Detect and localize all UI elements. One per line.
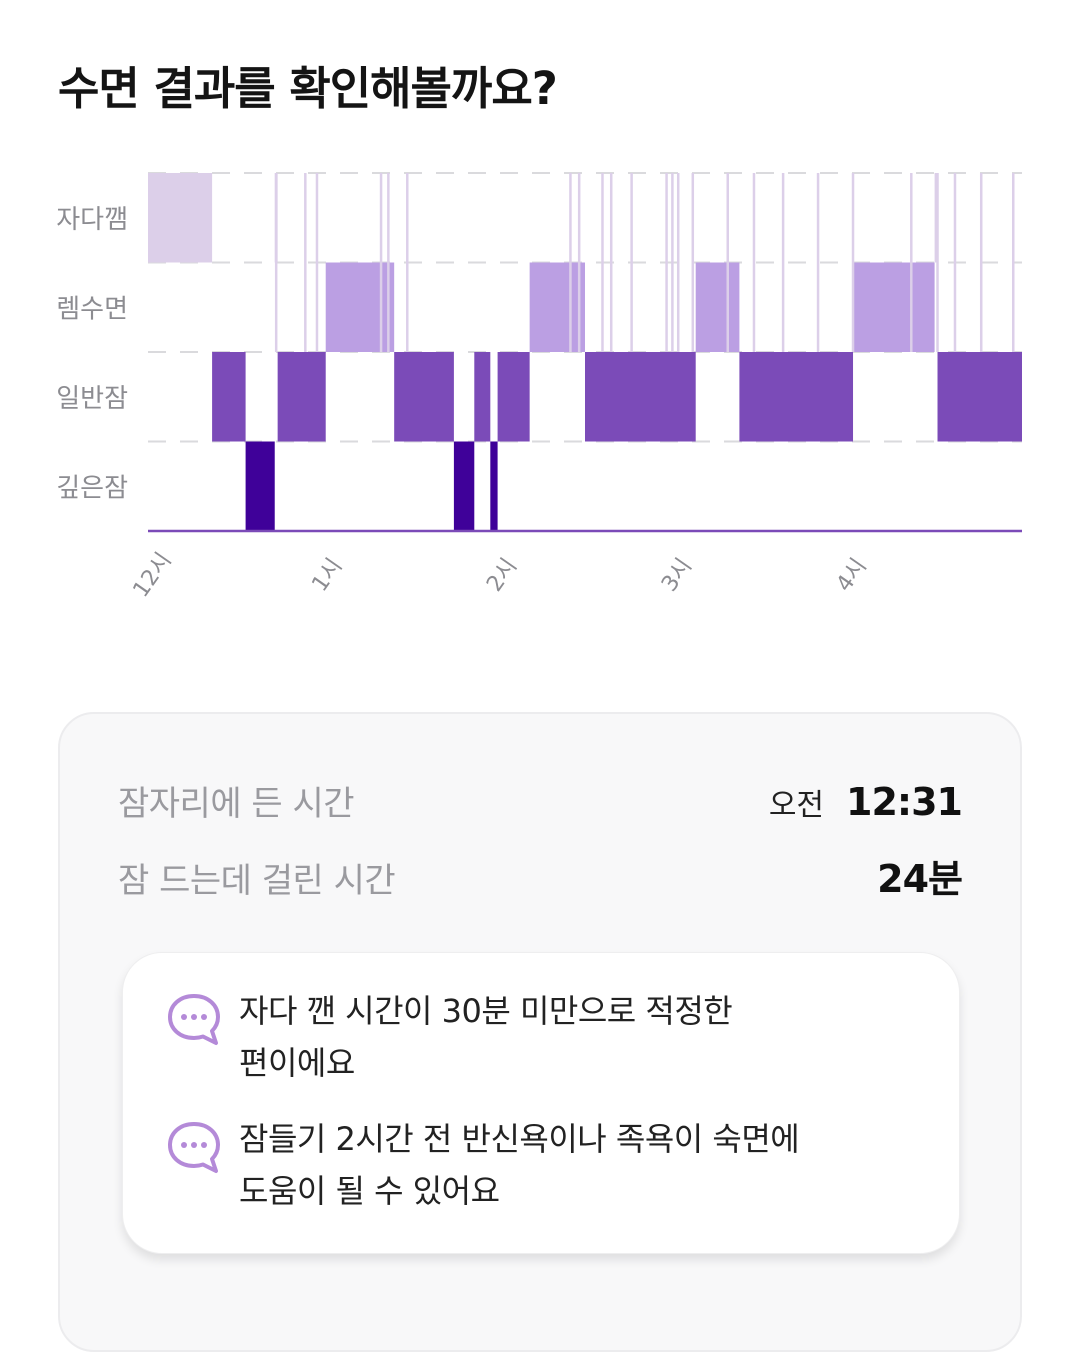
chart-awake-blips xyxy=(274,173,1015,352)
bedtime-ampm: 오전 xyxy=(768,788,825,823)
latency-value: 24분 xyxy=(877,857,963,901)
chat-bubble-icon xyxy=(168,1122,220,1173)
sleep-summary-card: 잠자리에 든 시간 오전 12:31 잠 드는데 걸린 시간 24분 자다 깬 … xyxy=(58,712,1022,1352)
stage-bar xyxy=(453,441,475,531)
stage-bar xyxy=(245,441,275,531)
tip-text: 잠들기 2시간 전 반신욕이나 족욕이 숙면에 도움이 될 수 있어요 xyxy=(239,1120,800,1210)
stage-bar xyxy=(277,352,326,442)
latency-row: 잠 드는데 걸린 시간 24분 xyxy=(118,848,963,903)
tip-item: 자다 깬 시간이 30분 미만으로 적정한 편이에요 xyxy=(165,992,925,1089)
y-axis-label: 깊은잠 xyxy=(56,473,128,503)
stage-bar xyxy=(934,173,938,263)
stage-bar xyxy=(585,352,696,442)
stage-bar xyxy=(325,262,395,352)
x-axis-label: 4시 xyxy=(832,554,872,596)
stage-bar xyxy=(529,262,585,352)
stage-bar xyxy=(474,352,491,442)
stage-bar xyxy=(739,352,854,442)
bedtime-value-group: 오전 12:31 xyxy=(768,780,963,824)
stage-bar xyxy=(212,352,246,442)
x-axis-labels: 12시 1시 2시 3시 4시 xyxy=(129,548,872,602)
stage-bar xyxy=(695,262,740,352)
y-axis-label: 렘수면 xyxy=(56,294,128,324)
x-axis-label: 3시 xyxy=(657,554,697,596)
stage-bar xyxy=(497,352,530,442)
stage-bar xyxy=(937,352,1022,442)
stage-bar xyxy=(394,352,454,442)
y-axis-label: 일반잠 xyxy=(56,384,128,414)
stage-bar xyxy=(853,262,935,352)
stage-bar xyxy=(490,441,498,531)
bedtime-label: 잠자리에 든 시간 xyxy=(118,784,355,824)
stage-bar xyxy=(148,173,213,263)
chat-bubble-icon xyxy=(168,994,220,1045)
tips-box: 자다 깬 시간이 30분 미만으로 적정한 편이에요 잠들기 2시간 전 반신욕… xyxy=(122,952,960,1254)
bedtime-row: 잠자리에 든 시간 오전 12:31 xyxy=(118,776,963,825)
y-axis-label: 자다깸 xyxy=(56,205,128,235)
x-axis-label: 2시 xyxy=(482,554,522,596)
x-axis-label: 1시 xyxy=(307,554,347,596)
tip-text: 자다 깬 시간이 30분 미만으로 적정한 편이에요 xyxy=(239,992,733,1082)
latency-label: 잠 드는데 걸린 시간 xyxy=(118,861,396,901)
bedtime-value: 12:31 xyxy=(846,780,963,824)
tip-item: 잠들기 2시간 전 반신욕이나 족욕이 숙면에 도움이 될 수 있어요 xyxy=(165,1120,925,1217)
chart-bars xyxy=(148,173,1022,531)
page-title: 수면 결과를 확인해볼까요? xyxy=(58,62,558,115)
x-axis-label: 12시 xyxy=(129,548,177,602)
